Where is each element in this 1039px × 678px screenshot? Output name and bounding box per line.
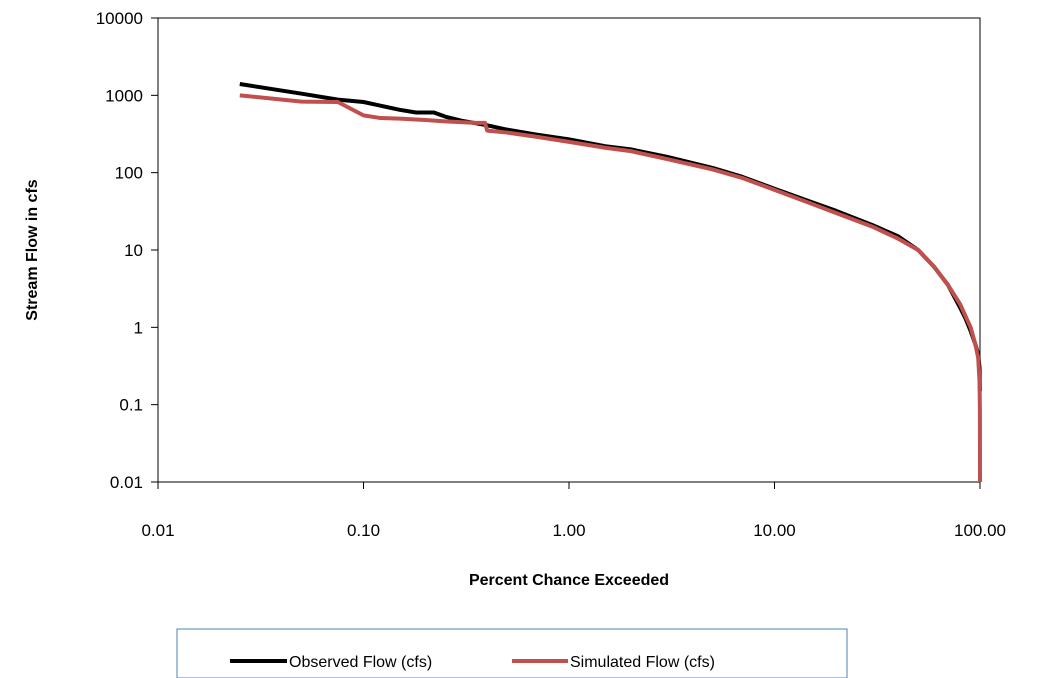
legend-label-simulated: Simulated Flow (cfs) bbox=[570, 654, 715, 671]
y-axis-title: Stream Flow in cfs bbox=[24, 179, 41, 320]
y-tick-label: 1 bbox=[134, 318, 143, 337]
y-tick-label: 1000 bbox=[105, 86, 143, 105]
y-axis-ticks: 0.01 0.1 1 10 100 1000 10000 bbox=[96, 9, 158, 492]
plot-area-border bbox=[157, 17, 981, 483]
y-tick-label: 0.1 bbox=[119, 396, 143, 415]
legend: Observed Flow (cfs) Simulated Flow (cfs) bbox=[176, 628, 848, 678]
series-lines bbox=[239, 82, 982, 483]
x-tick-label: 1.00 bbox=[552, 521, 585, 540]
x-axis-ticks: 0.01 0.10 1.00 10.00 100.00 bbox=[141, 482, 1006, 540]
x-tick-label: 0.01 bbox=[141, 521, 174, 540]
x-axis-title: Percent Chance Exceeded bbox=[469, 572, 669, 589]
y-tick-label: 10000 bbox=[96, 9, 143, 28]
simulated-flow-line bbox=[239, 93, 982, 483]
x-tick-label: 0.10 bbox=[347, 521, 380, 540]
legend-box bbox=[176, 628, 848, 678]
y-tick-label: 0.01 bbox=[110, 473, 143, 492]
y-tick-label: 100 bbox=[115, 164, 143, 183]
legend-label-observed: Observed Flow (cfs) bbox=[289, 654, 432, 671]
y-tick-label: 10 bbox=[124, 241, 143, 260]
x-tick-label: 100.00 bbox=[954, 521, 1006, 540]
x-tick-label: 10.00 bbox=[753, 521, 796, 540]
observed-flow-line bbox=[239, 82, 982, 392]
